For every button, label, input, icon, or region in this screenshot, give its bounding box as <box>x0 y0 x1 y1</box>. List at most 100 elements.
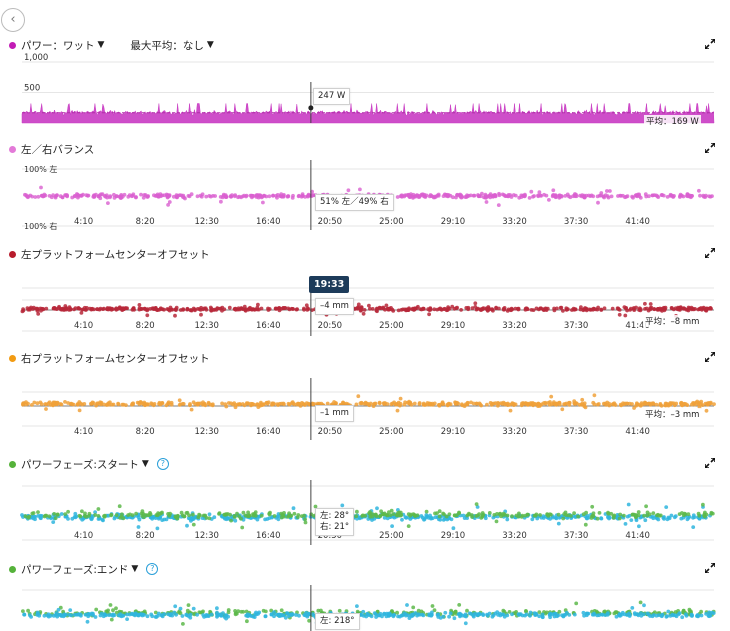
right-pco-point <box>613 403 618 407</box>
left-pco-point <box>446 305 450 310</box>
balance-point <box>346 188 351 193</box>
expand-icon[interactable] <box>705 248 715 258</box>
back-button[interactable]: ‹ <box>1 8 25 32</box>
left-pco-point <box>531 308 536 312</box>
right-pco-point <box>437 402 442 407</box>
left-pco-point <box>411 306 415 311</box>
phase-end-left-point <box>226 610 231 615</box>
phase-start-left-point <box>385 513 389 518</box>
expand-icon[interactable] <box>705 39 715 49</box>
phase-end-left-point <box>104 609 109 614</box>
phase-start-left-point <box>217 512 221 516</box>
right-pco-point <box>44 407 48 411</box>
left-pco-point <box>218 306 223 311</box>
phase-end-right-point <box>168 613 173 618</box>
phase-start-left-point <box>154 513 159 517</box>
expand-icon[interactable] <box>705 352 715 362</box>
left-pco-point <box>652 307 656 311</box>
right-pco-point <box>548 400 552 404</box>
phase-end-right-point <box>156 611 161 616</box>
left-pco-point <box>623 313 628 318</box>
left-pco-x-tick-label: 20:50 <box>318 321 343 331</box>
phase-end-cursor-tooltip: 左: 218° <box>315 613 360 630</box>
phase-end-title: パワーフェーズ:エンド <box>21 563 129 576</box>
phase-start-right-point <box>662 517 666 521</box>
phase-end-left-point <box>502 609 507 614</box>
phase-start-dropdown[interactable]: ▼ <box>141 459 149 469</box>
phase-start-left-point <box>355 509 359 514</box>
expand-icon[interactable] <box>705 143 715 153</box>
left-pco-x-tick-label: 12:30 <box>194 321 219 331</box>
right-pco-point <box>188 403 192 408</box>
left-pco-point <box>145 313 150 318</box>
phase-end-dropdown[interactable]: ▼ <box>131 564 139 574</box>
left-pco-point <box>181 308 186 312</box>
expand-icon[interactable] <box>705 563 715 573</box>
phase-end-right-point <box>597 613 601 618</box>
right-pco-point <box>220 401 225 406</box>
expand-icon[interactable] <box>705 458 715 468</box>
balance-point <box>466 193 471 198</box>
right-pco-point <box>445 403 450 408</box>
right-pco-point <box>315 401 320 406</box>
phase-start-right-point <box>207 512 212 517</box>
right-pco-point <box>625 401 630 406</box>
phase-start-left-point <box>27 514 32 519</box>
right-pco-point <box>377 400 382 405</box>
balance-point <box>442 192 447 197</box>
left-pco-point <box>437 307 442 311</box>
left-pco-x-tick-label: 8:20 <box>136 321 155 331</box>
phase-end-right-point <box>355 604 359 608</box>
phase-start-left-point <box>80 509 84 514</box>
balance-point <box>40 194 45 198</box>
balance-point <box>451 195 455 200</box>
right-pco-point <box>658 403 662 407</box>
balance-point <box>261 200 265 205</box>
left-pco-point <box>169 307 174 312</box>
balance-point <box>477 194 481 198</box>
phase-start-left-point <box>175 516 180 521</box>
balance-point <box>120 194 125 199</box>
phase-start-right-point <box>223 516 227 521</box>
right-pco-point <box>395 408 400 413</box>
phase-end-right-point <box>173 604 178 609</box>
left-pco-title: 左プラットフォームセンターオフセット <box>21 248 210 261</box>
left-pco-point <box>305 308 310 312</box>
phase-start-right-point <box>556 521 561 526</box>
left-pco-point <box>404 308 409 312</box>
power-metric-dropdown[interactable]: ▼ <box>97 40 105 50</box>
phase-end-right-point <box>463 621 468 626</box>
phase-start-right-point <box>96 517 101 521</box>
phase-start-right-point <box>669 513 674 518</box>
phase-start-help-icon[interactable]: ? <box>156 458 169 470</box>
phase-end-right-point <box>548 611 553 616</box>
phase-end-right-point <box>54 611 59 615</box>
phase-start-left-point <box>437 509 442 514</box>
phase-start-left-point <box>354 514 359 519</box>
left-pco-point <box>459 308 463 312</box>
phase-end-right-point <box>269 612 274 617</box>
balance-point <box>219 199 223 204</box>
phase-start-right-point <box>20 513 24 517</box>
right-pco-point <box>582 404 587 409</box>
phase-end-right-point <box>510 612 514 617</box>
balance-point <box>166 194 171 199</box>
phase-start-right-point <box>155 526 160 531</box>
phase-end-legend-dot <box>9 565 16 573</box>
phase-start-right-point <box>400 517 404 522</box>
right-pco-x-tick-label: 8:20 <box>136 427 155 437</box>
max-average-dropdown[interactable]: ▼ <box>206 40 214 50</box>
balance-point <box>502 193 506 197</box>
phase-start-left-point <box>399 513 404 517</box>
phase-start-left-point <box>631 512 635 517</box>
phase-end-right-point <box>614 614 619 619</box>
balance-header: 左／右バランス <box>9 141 94 157</box>
phase-end-right-point <box>650 614 655 619</box>
balance-point <box>65 193 69 197</box>
right-pco-point <box>234 403 239 407</box>
right-pco-x-tick-label: 25:00 <box>379 427 404 437</box>
phase-end-help-icon[interactable]: ? <box>146 563 159 575</box>
phase-start-right-point <box>191 515 196 520</box>
left-pco-point <box>582 307 587 312</box>
